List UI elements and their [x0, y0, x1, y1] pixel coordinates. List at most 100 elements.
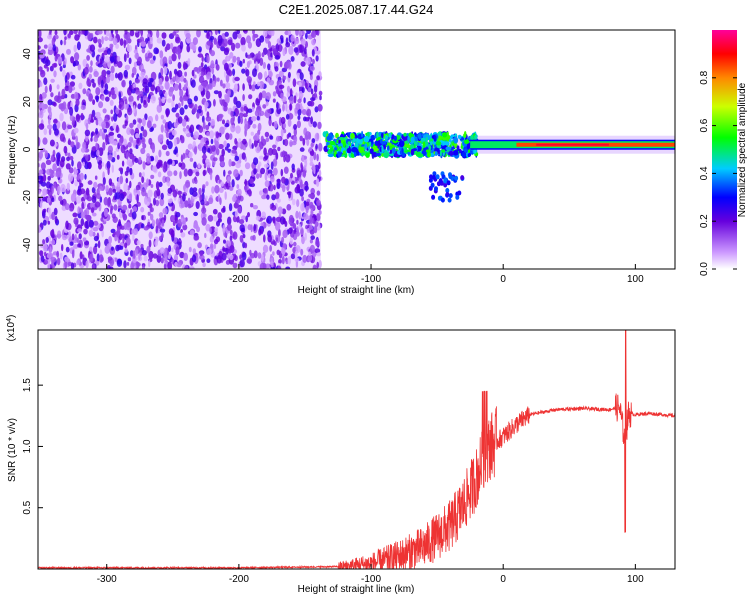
- signal-cell: [415, 151, 422, 158]
- noise-cell: [206, 248, 212, 256]
- noise-cell: [140, 223, 145, 229]
- noise-cell: [124, 64, 131, 71]
- noise-cell: [214, 184, 220, 194]
- noise-cell: [271, 108, 274, 114]
- noise-cell: [121, 233, 125, 239]
- signal-cell: [457, 134, 462, 139]
- noise-cell: [316, 190, 321, 196]
- signal-cell: [430, 141, 433, 146]
- noise-cell: [172, 76, 176, 83]
- noise-cell: [43, 244, 48, 250]
- noise-cell: [154, 155, 159, 163]
- noise-cell: [309, 100, 315, 107]
- noise-cell: [239, 116, 244, 125]
- noise-cell: [121, 79, 126, 88]
- noise-cell: [50, 154, 54, 163]
- noise-cell: [97, 38, 102, 45]
- noise-cell: [166, 176, 170, 183]
- noise-cell: [278, 259, 282, 264]
- noise-cell: [292, 78, 297, 88]
- noise-cell: [212, 208, 218, 215]
- noise-cell: [280, 92, 284, 100]
- noise-cell: [197, 53, 204, 58]
- noise-cell: [148, 231, 153, 240]
- noise-cell: [180, 154, 184, 163]
- signal-cell: [337, 151, 342, 158]
- noise-cell: [191, 254, 197, 263]
- noise-cell: [200, 71, 205, 77]
- noise-cell: [158, 212, 164, 218]
- noise-cell: [60, 183, 66, 193]
- noise-cell: [39, 200, 43, 209]
- noise-cell: [108, 236, 112, 244]
- noise-cell: [289, 103, 292, 111]
- noise-cell: [250, 224, 253, 233]
- noise-cell: [152, 165, 158, 173]
- noise-cell: [56, 84, 60, 90]
- noise-cell: [223, 105, 228, 112]
- noise-cell: [271, 148, 278, 155]
- noise-cell: [262, 244, 269, 253]
- noise-cell: [108, 135, 115, 144]
- noise-cell: [106, 243, 112, 249]
- noise-cell: [155, 218, 160, 226]
- noise-cell: [222, 83, 226, 89]
- noise-cell: [241, 68, 246, 74]
- noise-cell: [260, 222, 264, 227]
- noise-cell: [113, 113, 118, 122]
- noise-cell: [278, 84, 285, 90]
- signal-cell: [435, 174, 440, 180]
- noise-cell: [233, 83, 239, 92]
- noise-cell: [211, 67, 215, 75]
- noise-cell: [47, 262, 51, 269]
- noise-cell: [262, 104, 267, 109]
- noise-cell: [98, 147, 104, 157]
- noise-cell: [224, 82, 231, 89]
- noise-cell: [310, 235, 316, 241]
- noise-cell: [114, 234, 118, 242]
- noise-cell: [128, 193, 132, 202]
- noise-cell: [293, 127, 297, 137]
- noise-cell: [302, 137, 306, 146]
- noise-cell: [248, 188, 252, 197]
- noise-cell: [68, 173, 74, 182]
- noise-cell: [152, 55, 156, 61]
- noise-cell: [306, 215, 311, 220]
- noise-cell: [148, 137, 153, 145]
- y-tick-label: 40: [22, 48, 33, 60]
- noise-cell: [301, 87, 305, 93]
- noise-cell: [314, 248, 321, 254]
- noise-cell: [126, 152, 129, 160]
- noise-cell: [187, 197, 191, 205]
- noise-cell: [200, 62, 204, 68]
- noise-cell: [305, 131, 311, 140]
- noise-cell: [42, 219, 47, 226]
- noise-cell: [140, 126, 144, 132]
- noise-cell: [210, 118, 216, 126]
- noise-cell: [93, 181, 98, 189]
- noise-cell: [226, 90, 231, 98]
- noise-cell: [105, 96, 110, 102]
- signal-cell: [425, 136, 428, 142]
- noise-cell: [254, 109, 260, 117]
- noise-cell: [54, 34, 59, 40]
- noise-cell: [279, 60, 283, 68]
- noise-cell: [218, 90, 222, 99]
- noise-cell: [155, 181, 160, 190]
- noise-cell: [287, 255, 292, 265]
- noise-cell: [300, 221, 303, 226]
- noise-cell: [128, 57, 132, 65]
- noise-cell: [171, 129, 177, 136]
- noise-cell: [305, 206, 309, 214]
- noise-cell: [214, 30, 218, 36]
- noise-cell: [102, 141, 106, 151]
- noise-cell: [167, 187, 173, 194]
- noise-cell: [267, 109, 272, 114]
- signal-cell: [389, 145, 393, 150]
- noise-cell: [201, 217, 207, 226]
- noise-cell: [188, 246, 192, 253]
- noise-cell: [203, 30, 208, 33]
- noise-cell: [235, 125, 241, 134]
- noise-cell: [215, 64, 220, 71]
- noise-cell: [300, 248, 304, 256]
